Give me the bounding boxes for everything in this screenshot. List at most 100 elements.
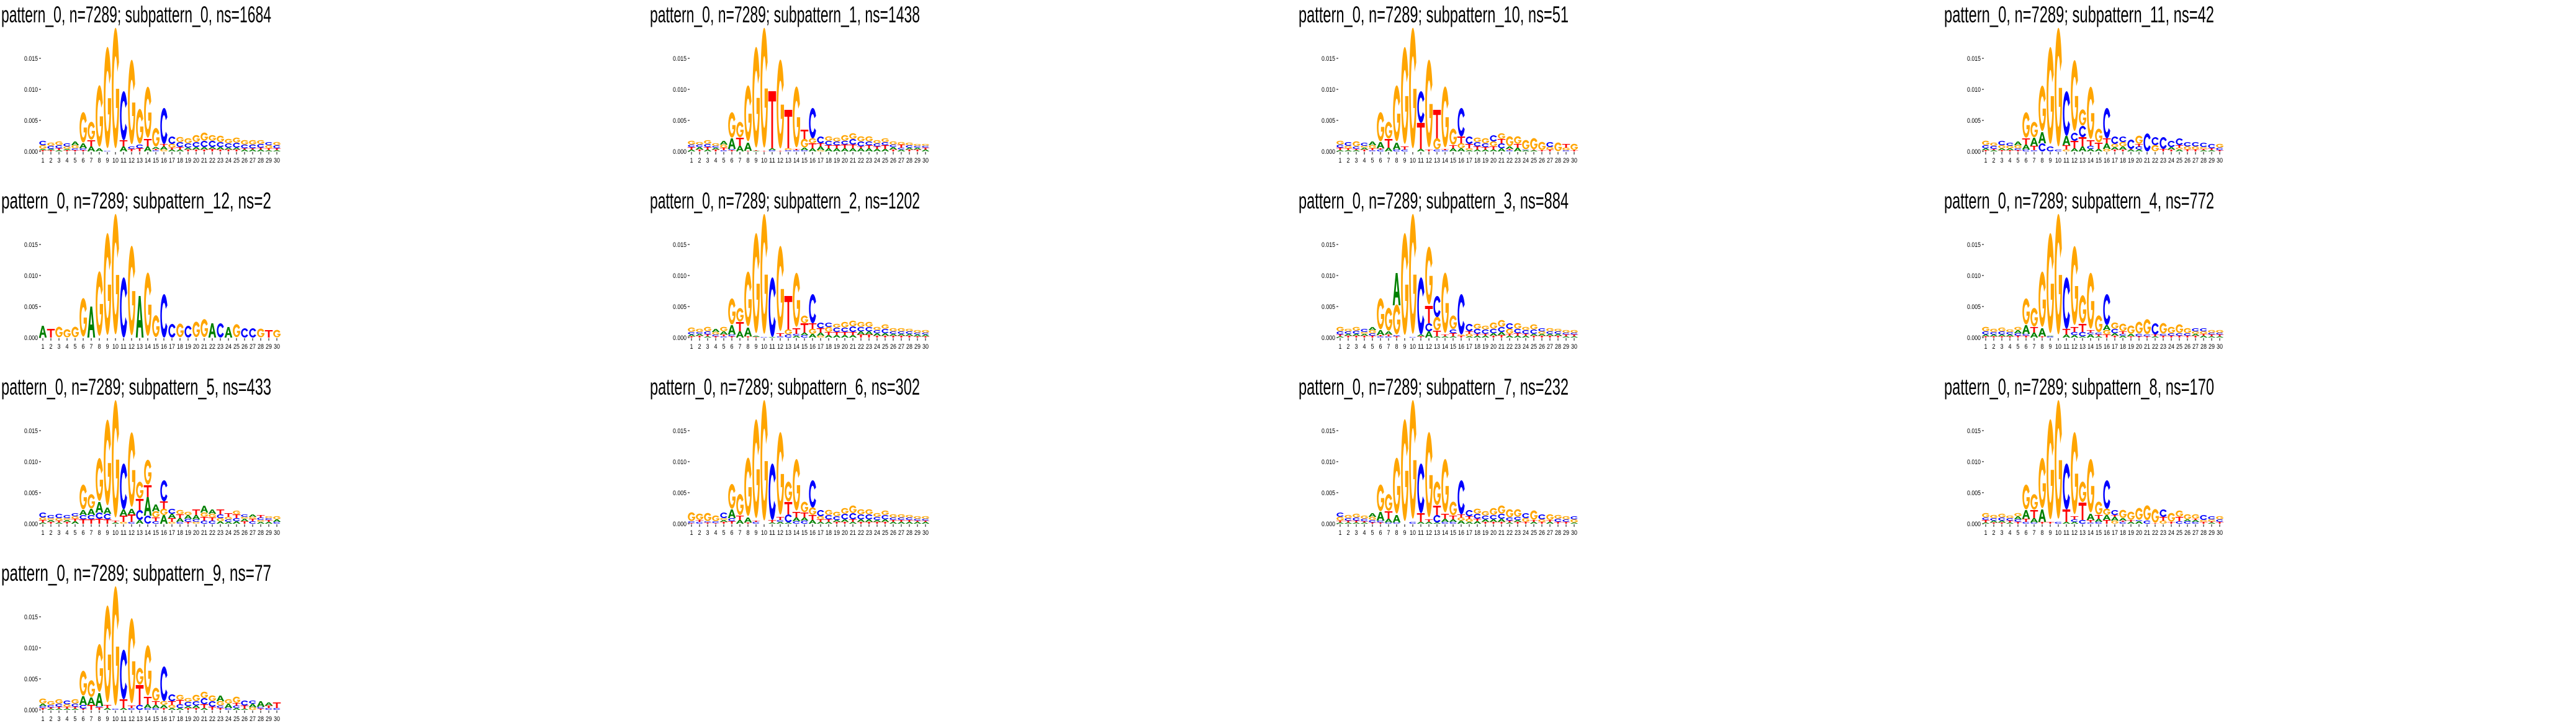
logo-letter-T-icon	[111, 521, 120, 522]
logo-position-stack	[249, 328, 256, 338]
logo-letter-T-icon	[264, 148, 273, 150]
logo-letter-T-icon	[2175, 145, 2184, 148]
logo-letter-A-icon	[256, 522, 265, 524]
logo-position-stack	[264, 516, 273, 524]
logo-letter-G-icon	[2022, 484, 2030, 509]
x-tick-label: 17	[817, 529, 824, 537]
x-tick-label: 15	[801, 529, 808, 537]
logo-letter-G-icon	[873, 513, 881, 517]
x-tick-label: 15	[1450, 157, 1456, 164]
logo-letter-T-icon	[921, 148, 930, 150]
logo-letter-C-icon	[712, 146, 719, 148]
logo-position-stack	[1497, 320, 1506, 338]
x-tick-label: 2	[698, 343, 701, 351]
x-tick-label: 30	[2217, 157, 2223, 164]
logo-letter-C-icon	[217, 514, 224, 518]
y-tick-label: 0.010	[673, 86, 687, 94]
logo-position-stack	[232, 510, 241, 524]
logo-letter-G-icon	[160, 149, 168, 151]
logo-position-stack	[63, 329, 71, 338]
logo-position-stack	[200, 506, 209, 524]
logo-position-stack	[1570, 329, 1578, 338]
logo-letter-A-icon	[752, 336, 760, 337]
logo-letter-T-icon	[1352, 521, 1361, 522]
x-tick-label: 15	[2096, 343, 2102, 351]
logo-letter-G-icon	[273, 141, 281, 145]
x-tick-label: 26	[1539, 343, 1545, 351]
logo-position-stack	[184, 138, 192, 151]
logo-letter-C-icon	[120, 650, 127, 699]
logo-position-stack	[240, 140, 249, 151]
logo-letter-G-icon	[817, 150, 825, 151]
logo-letter-G-icon	[1393, 304, 1401, 334]
logo-letter-G-icon	[96, 458, 104, 501]
logo-letter-T-icon	[808, 515, 817, 520]
logo-letter-T-icon	[719, 522, 728, 524]
x-tick-label: 28	[2200, 343, 2207, 351]
logo-letter-T-icon	[2175, 336, 2184, 338]
logo-letter-C-icon	[809, 480, 816, 508]
logo-position-stack	[1529, 138, 1538, 151]
logo-letter-A-icon	[2110, 147, 2119, 150]
logo-letter-G-icon	[1546, 146, 1554, 150]
logo-position-stack	[776, 246, 785, 338]
logo-letter-T-icon	[711, 150, 720, 151]
logo-letter-T-icon	[792, 328, 801, 334]
logo-position-stack	[1981, 326, 1990, 338]
logo-letter-T-icon	[2038, 336, 2047, 338]
logo-letter-C-icon	[768, 150, 776, 151]
x-tick-label: 9	[106, 529, 109, 537]
y-tick-label: 0.010	[1322, 272, 1335, 280]
y-tick-label: 0.005	[24, 303, 38, 311]
logo-letter-A-icon	[151, 705, 160, 708]
logo-letter-C-icon	[2135, 146, 2143, 150]
logo-letter-G-icon	[1401, 233, 1409, 335]
logo-position-stack	[1360, 515, 1369, 524]
logo-letter-C-icon	[2216, 148, 2223, 150]
x-tick-label: 25	[882, 157, 888, 164]
logo-position-stack	[1336, 326, 1344, 338]
x-tick-label: 25	[2176, 343, 2182, 351]
y-tick-label: 0.005	[1967, 303, 1981, 311]
logo-letter-G-icon	[817, 335, 825, 338]
x-tick-label: 12	[2071, 157, 2078, 164]
logo-position-stack	[1425, 246, 1433, 338]
logo-letter-G-icon	[1353, 513, 1361, 518]
logo-letter-G-icon	[849, 320, 857, 326]
logo-letter-C-icon	[881, 329, 889, 333]
x-tick-label: 2	[50, 343, 53, 351]
logo-letter-A-icon	[824, 335, 833, 338]
logo-letter-T-icon	[1529, 336, 1538, 338]
logo-letter-C-icon	[1522, 513, 1529, 518]
logo-letter-C-icon	[2055, 522, 2062, 524]
x-tick-label: 21	[201, 715, 207, 723]
logo-letter-A-icon	[103, 508, 112, 514]
logo-letter-A-icon	[1360, 148, 1369, 150]
x-tick-label: 20	[193, 343, 199, 351]
logo-letter-C-icon	[849, 513, 857, 519]
logo-position-stack	[79, 670, 88, 710]
x-tick-label: 15	[2096, 529, 2102, 537]
logo-letter-T-icon	[1505, 149, 1514, 150]
logo-letter-C-icon	[1482, 143, 1489, 147]
logo-letter-G-icon	[176, 509, 184, 514]
logo-letter-T-icon	[2038, 522, 2047, 524]
logo-position-stack	[2135, 508, 2143, 524]
logo-letter-C-icon	[120, 464, 127, 509]
logo-letter-T-icon	[151, 149, 160, 150]
x-tick-label: 29	[1563, 343, 1569, 351]
logo-letter-T-icon	[1981, 150, 1990, 151]
x-tick-label: 4	[66, 343, 69, 351]
logo-letter-A-icon	[881, 149, 889, 151]
x-tick-label: 21	[850, 343, 856, 351]
logo-letter-G-icon	[2184, 146, 2192, 150]
x-tick-label: 25	[233, 715, 240, 723]
logo-letter-T-icon	[752, 337, 760, 338]
logo-letter-C-icon	[777, 520, 784, 522]
x-tick-label: 17	[169, 529, 175, 537]
logo-letter-A-icon	[897, 150, 906, 151]
logo-position-stack	[1344, 328, 1353, 338]
logo-letter-A-icon	[1538, 334, 1546, 336]
x-tick-label: 2	[50, 157, 53, 164]
logo-letter-T-icon	[2070, 516, 2079, 519]
